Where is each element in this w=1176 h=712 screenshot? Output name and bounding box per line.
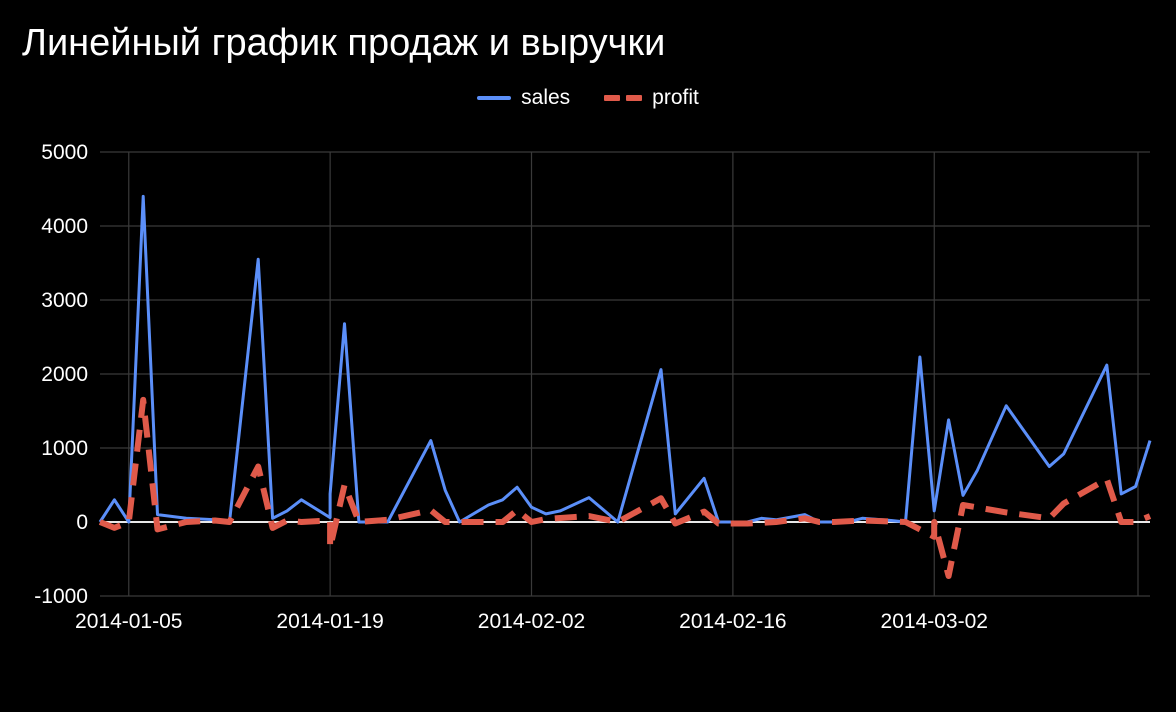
legend-swatch-profit: [604, 95, 643, 101]
y-tick-label: 2000: [41, 363, 88, 386]
y-tick-label: 4000: [41, 215, 88, 238]
legend-label-sales: sales: [521, 86, 571, 109]
series-line-profit: [98, 396, 1152, 579]
x-tick-label: 2014-01-05: [75, 610, 182, 633]
legend: sales profit: [0, 86, 1176, 110]
y-tick-label: -1000: [34, 585, 88, 608]
x-tick-label: 2014-03-02: [881, 610, 988, 633]
y-tick-label: 3000: [41, 289, 88, 312]
legend-entry-sales[interactable]: sales: [477, 86, 570, 110]
y-tick-label: 0: [76, 511, 88, 534]
legend-swatch-sales: [477, 96, 512, 100]
legend-label-profit: profit: [652, 86, 699, 109]
x-tick-label: 2014-02-16: [679, 610, 786, 633]
chart-title: Линейный график продаж и выручки: [22, 22, 666, 64]
series-layer: [98, 194, 1152, 579]
x-tick-label: 2014-01-19: [276, 610, 383, 633]
y-tick-label: 5000: [41, 141, 88, 164]
grid-layer: [100, 151, 1150, 597]
legend-entry-profit[interactable]: profit: [604, 86, 699, 110]
x-tick-label: 2014-02-02: [478, 610, 585, 633]
series-line-sales: [98, 194, 1152, 524]
y-tick-label: 1000: [41, 437, 88, 460]
